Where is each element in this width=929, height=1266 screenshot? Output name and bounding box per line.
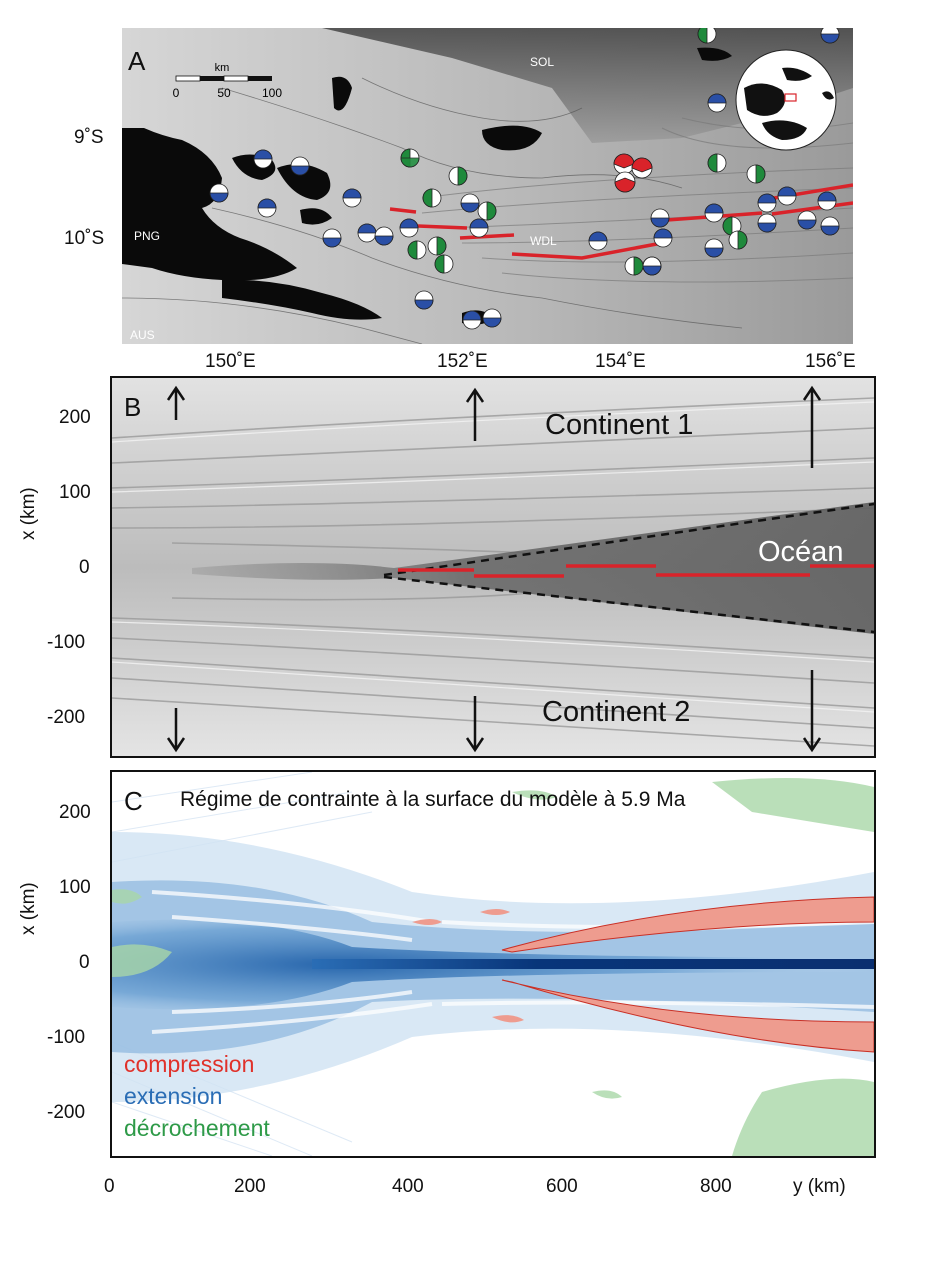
- lon-label: 150˚E: [205, 351, 256, 372]
- continent-1-label: Continent 1: [545, 409, 693, 441]
- panel-a-map: km 0 50 100 SOL PNG WDL AUS A: [121, 24, 854, 345]
- x-tick: -200: [47, 1102, 86, 1123]
- rift-segments: [398, 564, 874, 578]
- legend-extension: extension: [124, 1083, 222, 1109]
- place-label-png: PNG: [134, 229, 160, 243]
- stress-regime-map: compression extension décrochement C Rég…: [112, 772, 874, 1156]
- place-label-sol: SOL: [530, 55, 554, 69]
- x-tick: 0: [79, 557, 90, 578]
- lon-label: 152˚E: [437, 351, 488, 372]
- model-topography: B Continent 1 Océan Continent 2: [112, 378, 874, 756]
- scale-tick: 0: [173, 86, 180, 100]
- legend-compression: compression: [124, 1051, 254, 1077]
- x-tick: 100: [59, 877, 91, 898]
- x-tick: -100: [47, 1027, 86, 1048]
- lon-label: 156˚E: [805, 351, 856, 372]
- y-tick: 400: [392, 1176, 424, 1197]
- y-tick: 200: [234, 1176, 266, 1197]
- y-tick: 600: [546, 1176, 578, 1197]
- x-tick: 200: [59, 407, 91, 428]
- x-axis-label: x (km): [18, 487, 39, 540]
- place-label-aus: AUS: [130, 328, 155, 342]
- y-tick: 800: [700, 1176, 732, 1197]
- focal-mechanisms: [209, 24, 840, 330]
- ocean-label: Océan: [758, 536, 843, 568]
- scale-unit: km: [215, 62, 230, 74]
- rift-segments: [389, 183, 854, 260]
- x-tick: 200: [59, 802, 91, 823]
- lon-label: 154˚E: [595, 351, 646, 372]
- extension-arrows: [166, 385, 822, 753]
- x-axis-label: x (km): [18, 882, 39, 935]
- lat-label: 9˚S: [74, 127, 104, 148]
- lat-label: 10˚S: [64, 228, 105, 249]
- panel-letter-c: C: [124, 786, 143, 816]
- bathymetry-map: km 0 50 100 SOL PNG WDL AUS A: [121, 24, 854, 345]
- panel-letter-b: B: [124, 392, 141, 422]
- panel-b-model-topography: B Continent 1 Océan Continent 2: [110, 376, 876, 758]
- continent-2-label: Continent 2: [542, 696, 690, 728]
- scale-bar: km 0 50 100: [173, 62, 283, 100]
- x-tick: 100: [59, 482, 91, 503]
- inset-globe: [735, 49, 837, 151]
- panel-c-title: Régime de contrainte à la surface du mod…: [180, 788, 686, 811]
- scale-tick: 100: [262, 86, 282, 100]
- panel-c-stress-regime: compression extension décrochement C Rég…: [110, 770, 876, 1158]
- x-tick: -200: [47, 707, 86, 728]
- place-label-wdl: WDL: [530, 234, 557, 248]
- y-tick: 0: [104, 1176, 115, 1197]
- x-tick: -100: [47, 632, 86, 653]
- scale-tick: 50: [217, 86, 231, 100]
- y-axis-label: y (km): [793, 1176, 846, 1197]
- panel-letter-a: A: [128, 46, 146, 76]
- legend-decrochement: décrochement: [124, 1115, 270, 1141]
- x-tick: 0: [79, 952, 90, 973]
- strike-slip-zones: [112, 778, 874, 1156]
